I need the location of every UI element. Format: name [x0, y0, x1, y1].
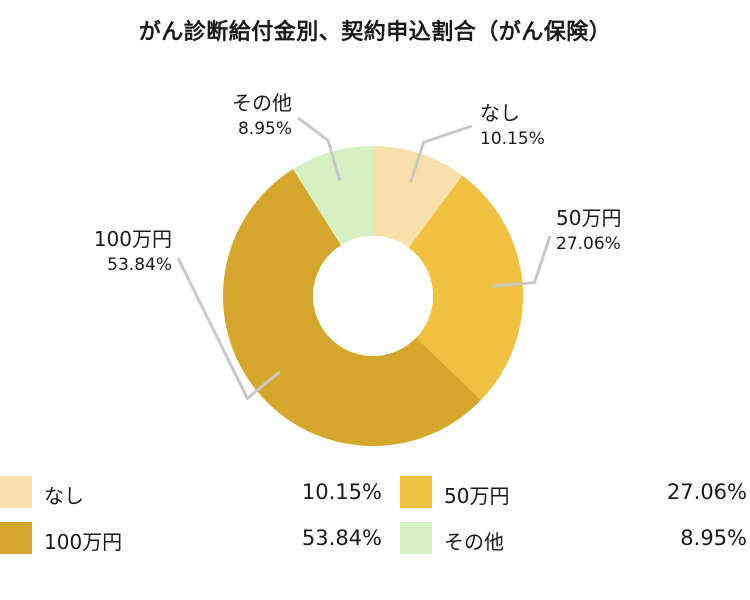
legend-item-50man: 50万円 27.06%	[400, 476, 750, 512]
legend-value-50man: 27.06%	[666, 480, 747, 504]
legend-label-50man: 50万円	[444, 484, 510, 508]
leader-line-sonota	[297, 116, 342, 182]
legend-swatch-nashi	[0, 476, 32, 508]
donut-hole	[313, 236, 433, 356]
slice-value-sonota: 8.95%	[238, 119, 292, 139]
legend-swatch-sonota	[400, 522, 432, 554]
legend-item-nashi: なし 10.15%	[0, 476, 385, 512]
legend-value-nashi: 10.15%	[301, 480, 382, 504]
legend-value-sonota: 8.95%	[680, 526, 747, 550]
slice-100man	[223, 169, 481, 446]
slice-50man	[408, 175, 523, 401]
slice-label-100man: 100万円	[94, 227, 172, 251]
legend-swatch-50man	[400, 476, 432, 508]
chart-title: がん診断給付金別、契約申込割合（がん保険）	[138, 20, 612, 45]
slice-value-100man: 53.84%	[107, 255, 172, 275]
slice-nashi	[373, 146, 463, 248]
legend-item-sonota: その他 8.95%	[400, 522, 750, 558]
slice-label-50man: 50万円	[556, 206, 621, 230]
chart-legend: なし 10.15% 50万円 27.06% 100万円 53.84% その他 8…	[0, 470, 750, 570]
leader-line-50man	[492, 235, 552, 288]
donut-chart: なし 10.15% 50万円 27.06% 100万円 53.84% その他 8.95%	[94, 91, 621, 446]
legend-item-100man: 100万円 53.84%	[0, 522, 385, 558]
legend-label-sonota: その他	[444, 530, 504, 554]
slice-value-nashi: 10.15%	[480, 129, 545, 149]
legend-swatch-100man	[0, 522, 32, 554]
slice-value-50man: 27.06%	[556, 234, 621, 254]
slice-label-nashi: なし	[480, 101, 520, 125]
leader-line-nashi	[409, 124, 473, 183]
legend-value-100man: 53.84%	[301, 526, 382, 550]
slice-label-sonota: その他	[232, 91, 292, 115]
slice-sonota	[293, 146, 373, 246]
legend-label-100man: 100万円	[44, 530, 123, 554]
leader-line-100man	[176, 257, 281, 401]
legend-label-nashi: なし	[44, 484, 84, 508]
